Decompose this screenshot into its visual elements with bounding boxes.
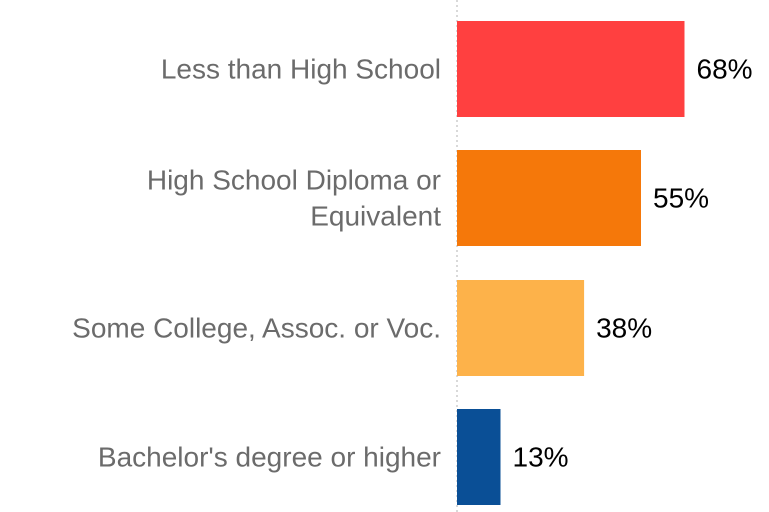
bar-0 <box>457 21 685 117</box>
bar-2 <box>457 280 585 376</box>
category-label-1-line-0: High School Diploma or <box>147 165 441 196</box>
bar-3 <box>457 409 501 505</box>
value-label-1: 55% <box>653 183 709 214</box>
bar-1 <box>457 150 641 246</box>
category-label-0-line-0: Less than High School <box>161 54 441 85</box>
value-labels-group: 68% 55% 38% 13% <box>513 54 753 473</box>
category-label-1-line-1: Equivalent <box>310 201 441 232</box>
category-labels-group: Less than High School High School Diploma… <box>72 54 441 473</box>
value-label-3: 13% <box>513 442 569 473</box>
value-label-2: 38% <box>596 313 652 344</box>
bars-group <box>457 21 685 505</box>
category-label-3-line-0: Bachelor's degree or higher <box>98 442 441 473</box>
category-label-2-line-0: Some College, Assoc. or Voc. <box>72 313 441 344</box>
value-label-0: 68% <box>697 54 753 85</box>
